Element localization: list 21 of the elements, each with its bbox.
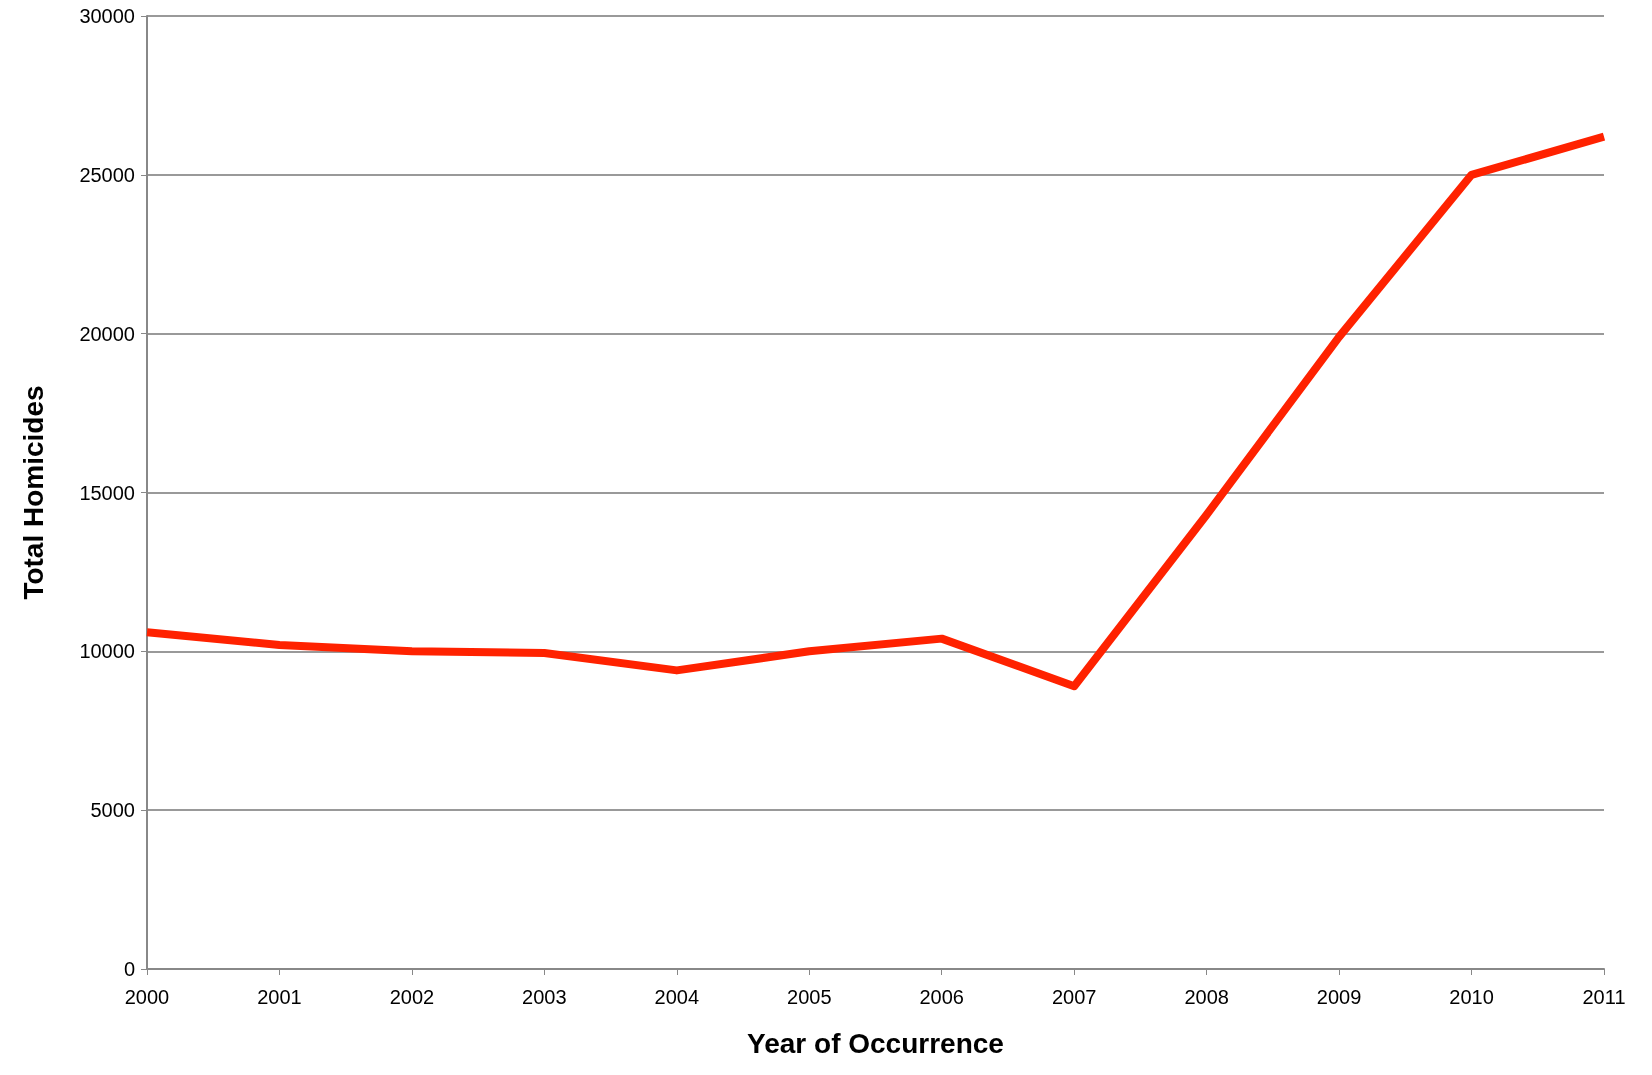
x-tick-label: 2000 [124, 986, 170, 1008]
x-tick-label: 2007 [1051, 986, 1097, 1008]
x-tick-label: 2010 [1449, 986, 1494, 1008]
x-tick-label: 2001 [257, 986, 302, 1008]
y-tick-label: 25000 [79, 163, 135, 186]
x-tick-label: 2002 [389, 986, 435, 1008]
x-tick-label: 2003 [522, 986, 567, 1008]
y-tick-label: 10000 [79, 640, 135, 663]
y-axis-title: Total Homicides [17, 385, 49, 600]
x-tick-label: 2011 [1582, 986, 1626, 1008]
x-tick-label: 2008 [1184, 986, 1229, 1008]
x-axis-title: Year of Occurrence [747, 1027, 1004, 1059]
y-tick-label: 20000 [79, 322, 135, 345]
x-tick-label: 2005 [787, 986, 832, 1008]
y-tick-label: 0 [123, 958, 135, 980]
x-tick-label: 2006 [919, 986, 964, 1008]
x-tick-label: 2004 [654, 986, 700, 1008]
x-tick-label: 2009 [1316, 986, 1362, 1008]
y-tick-label: 15000 [79, 481, 135, 504]
y-tick-label: 30000 [79, 5, 135, 27]
y-tick-label: 5000 [90, 799, 135, 822]
